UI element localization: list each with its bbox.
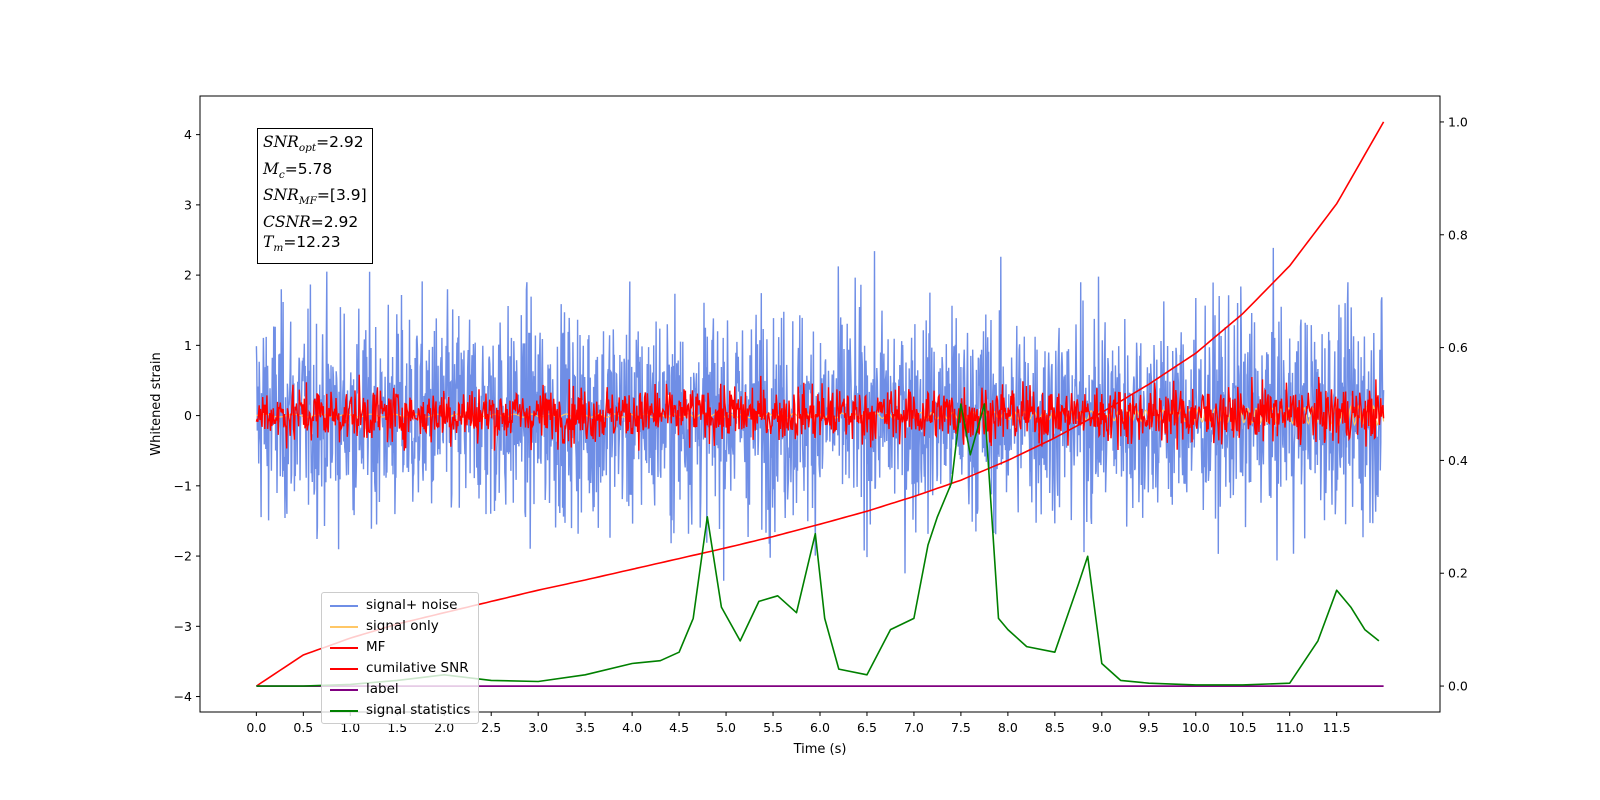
y-tick-label: 2 bbox=[184, 268, 192, 283]
legend-item: signal+ noise bbox=[322, 595, 478, 616]
x-tick-label: 10.0 bbox=[1182, 720, 1210, 735]
y-tick-label: 4 bbox=[184, 127, 192, 142]
legend-item: MF bbox=[322, 637, 478, 658]
x-tick-label: 8.5 bbox=[1045, 720, 1065, 735]
chart-legend: signal+ noise signal only MF cumilative … bbox=[321, 592, 479, 724]
x-tick-label: 0.0 bbox=[246, 720, 266, 735]
x-tick-label: 9.0 bbox=[1092, 720, 1112, 735]
csnr-line: CSNR=2.92 bbox=[263, 212, 359, 231]
x-tick-label: 7.5 bbox=[951, 720, 971, 735]
x-tick-label: 7.0 bbox=[904, 720, 924, 735]
x-tick-label: 0.5 bbox=[293, 720, 313, 735]
legend-swatch bbox=[330, 689, 358, 691]
y-tick-label: 0 bbox=[184, 408, 192, 423]
y-axis-left: −4 −3 −2 −1 0 1 2 3 4 bbox=[174, 127, 200, 704]
y2-tick-label: 0.0 bbox=[1448, 679, 1468, 694]
y2-tick-label: 0.4 bbox=[1448, 453, 1468, 468]
x-tick-label: 9.5 bbox=[1139, 720, 1159, 735]
y2-tick-label: 0.8 bbox=[1448, 227, 1468, 242]
x-tick-label: 6.5 bbox=[857, 720, 877, 735]
series-signal-statistics bbox=[256, 403, 1380, 687]
x-tick-label: 8.0 bbox=[998, 720, 1018, 735]
series-mf bbox=[255, 374, 1385, 451]
x-axis-label: Time (s) bbox=[793, 742, 847, 757]
y-axis-label: Whitened strain bbox=[149, 352, 164, 455]
x-tick-label: 4.0 bbox=[622, 720, 642, 735]
legend-swatch bbox=[330, 668, 358, 670]
legend-item: signal statistics bbox=[322, 700, 478, 721]
legend-swatch bbox=[330, 647, 358, 649]
x-tick-label: 3.5 bbox=[575, 720, 595, 735]
y2-tick-label: 1.0 bbox=[1448, 114, 1468, 129]
x-tick-label: 2.5 bbox=[481, 720, 501, 735]
x-tick-label: 5.5 bbox=[763, 720, 783, 735]
legend-swatch bbox=[330, 605, 358, 607]
legend-swatch bbox=[330, 626, 358, 628]
x-tick-label: 3.0 bbox=[528, 720, 548, 735]
tm-line: Tm=12.23 bbox=[263, 233, 341, 255]
y-tick-label: −3 bbox=[174, 619, 192, 634]
x-tick-label: 11.5 bbox=[1323, 720, 1351, 735]
x-tick-label: 5.0 bbox=[716, 720, 736, 735]
x-tick-label: 11.0 bbox=[1276, 720, 1304, 735]
x-tick-label: 4.5 bbox=[669, 720, 689, 735]
y-tick-label: −2 bbox=[174, 549, 192, 564]
y-tick-label: 1 bbox=[184, 338, 192, 353]
x-tick-label: 6.0 bbox=[810, 720, 830, 735]
legend-swatch bbox=[330, 710, 358, 712]
mc-line: Mc=5.78 bbox=[263, 159, 333, 181]
legend-item: label bbox=[322, 679, 478, 700]
y2-tick-label: 0.2 bbox=[1448, 566, 1468, 581]
snr-info-box: SNRopt=2.92 Mc=5.78 SNRMF=[3.9] CSNR=2.9… bbox=[257, 128, 373, 264]
snr-mf-line: SNRMF=[3.9] bbox=[263, 186, 367, 208]
snr-opt-line: SNRopt=2.92 bbox=[263, 133, 364, 155]
y-tick-label: 3 bbox=[184, 197, 192, 212]
y-axis-right: 0.0 0.2 0.4 0.6 0.8 1.0 bbox=[1440, 114, 1468, 694]
x-tick-label: 10.5 bbox=[1229, 720, 1257, 735]
y-tick-label: −4 bbox=[174, 689, 192, 704]
legend-item: cumilative SNR bbox=[322, 658, 478, 679]
legend-item: signal only bbox=[322, 616, 478, 637]
y-tick-label: −1 bbox=[174, 478, 192, 493]
y2-tick-label: 0.6 bbox=[1448, 340, 1468, 355]
